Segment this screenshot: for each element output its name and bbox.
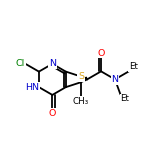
Text: O: O (97, 49, 105, 58)
Text: Et: Et (120, 94, 129, 104)
Text: S: S (78, 72, 84, 81)
Text: O: O (49, 109, 56, 118)
Text: Cl: Cl (16, 59, 25, 68)
Text: N: N (49, 59, 56, 68)
Text: HN: HN (25, 83, 39, 92)
Text: N: N (111, 75, 118, 84)
Text: CH₃: CH₃ (73, 97, 89, 106)
Text: Et: Et (129, 62, 138, 71)
